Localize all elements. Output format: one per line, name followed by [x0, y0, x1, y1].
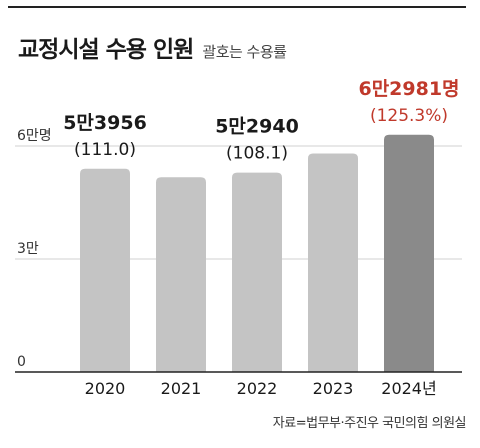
data-rate-label: (125.3%) [370, 106, 448, 126]
data-rate-label: (108.1) [226, 144, 288, 164]
x-tick-label: 2021 [161, 379, 202, 398]
source-note: 자료=법무부·주진우 국민의힘 의원실 [272, 416, 467, 431]
bar [156, 177, 206, 372]
chart-subtitle: 괄호는 수용률 [202, 43, 287, 61]
chart-header: 교정시설 수용 인원 괄호는 수용률 [18, 30, 287, 64]
y-tick-label: 3만 [17, 241, 39, 257]
x-tick-label: 2023 [313, 379, 354, 398]
x-tick-label: 2022 [237, 379, 278, 398]
bar [232, 172, 282, 372]
data-value-label: 5만3956 [63, 112, 147, 134]
data-rate-label: (111.0) [74, 140, 136, 160]
bar [384, 134, 434, 372]
x-tick-label: 2024년 [381, 379, 436, 398]
x-tick-label: 2020 [85, 379, 126, 398]
y-tick-label: 0 [17, 354, 26, 370]
y-tick-label: 6만명 [17, 128, 52, 144]
data-value-label: 6만2981명 [358, 78, 459, 100]
chart-title: 교정시설 수용 인원 [18, 37, 194, 63]
data-value-label: 5만2940 [215, 116, 299, 138]
top-rule [8, 6, 466, 8]
bar [80, 168, 130, 372]
bar [308, 153, 358, 372]
